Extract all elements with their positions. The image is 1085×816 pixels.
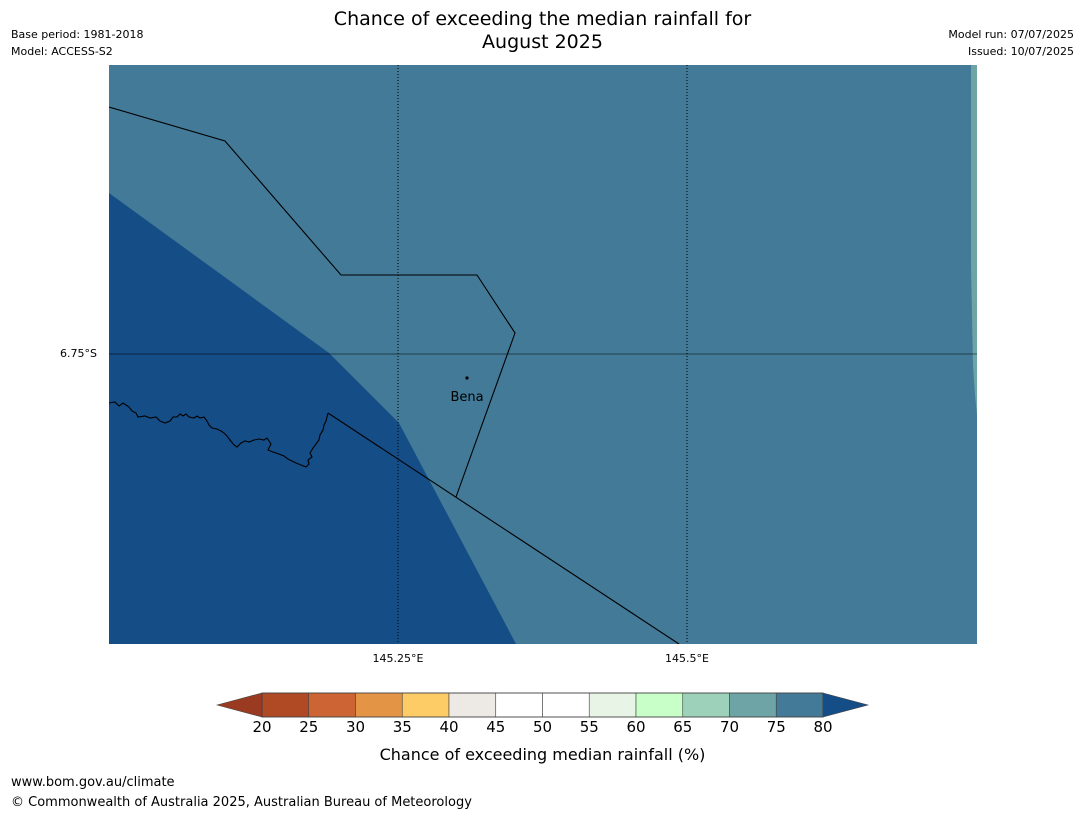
colorbar-bin-65-70 bbox=[682, 692, 730, 718]
title-line-1: Chance of exceeding the median rainfall … bbox=[333, 8, 752, 30]
colorbar-bins bbox=[261, 692, 824, 718]
probability-band-70-75 bbox=[971, 65, 977, 415]
colorbar-label: Chance of exceeding median rainfall (%) bbox=[379, 745, 706, 764]
footer-copyright: © Commonwealth of Australia 2025, Austra… bbox=[11, 795, 472, 810]
meta-left: Base period: 1981-2018 Model: ACCESS-S2 bbox=[11, 26, 143, 60]
colorbar-tick-20: 20 bbox=[252, 718, 272, 736]
colorbar-tick-labels: 20 25 30 35 40 45 50 55 60 65 70 75 80 bbox=[0, 718, 1085, 738]
colorbar-tick-25: 25 bbox=[299, 718, 319, 736]
latitude-label: 6.75°S bbox=[60, 347, 97, 360]
colorbar-bin-70-75 bbox=[729, 692, 777, 718]
title-line-2: August 2025 bbox=[482, 31, 603, 53]
colorbar-bin-40-45 bbox=[448, 692, 497, 718]
colorbar-outline bbox=[261, 692, 824, 718]
footer-url[interactable]: www.bom.gov.au/climate bbox=[11, 775, 175, 790]
province-boundary bbox=[109, 106, 516, 498]
colorbar-bin-50-55 bbox=[542, 692, 590, 718]
colorbar-tick-70: 70 bbox=[719, 718, 740, 736]
colorbar-tick-30: 30 bbox=[345, 718, 366, 736]
colorbar-tick-40: 40 bbox=[439, 718, 459, 736]
colorbar-bin-45-50 bbox=[495, 692, 543, 718]
colorbar bbox=[216, 692, 870, 718]
issued-text: Issued: 10/07/2025 bbox=[967, 45, 1074, 58]
colorbar-tick-75: 75 bbox=[766, 718, 786, 736]
map-svg: Bena bbox=[109, 65, 977, 644]
bena-marker bbox=[465, 376, 469, 380]
bena-label: Bena bbox=[450, 390, 483, 405]
colorbar-tick-35: 35 bbox=[392, 718, 412, 736]
colorbar-bin-35-40 bbox=[401, 692, 450, 718]
model-run-text: Model run: 07/07/2025 bbox=[948, 28, 1074, 41]
colorbar-tick-55: 55 bbox=[579, 718, 599, 736]
probability-band-80-plus bbox=[109, 193, 516, 644]
colorbar-bin-25-30 bbox=[308, 692, 356, 718]
colorbar-tick-50: 50 bbox=[532, 718, 553, 736]
meta-right: Model run: 07/07/2025 Issued: 10/07/2025 bbox=[948, 26, 1074, 60]
colorbar-bin-75-80 bbox=[775, 692, 824, 718]
river-line bbox=[109, 401, 329, 468]
colorbar-bin-55-60 bbox=[588, 692, 637, 718]
base-period-text: Base period: 1981-2018 bbox=[11, 28, 144, 41]
colorbar-under-arrow bbox=[216, 692, 263, 718]
colorbar-bin-20-25 bbox=[261, 692, 310, 718]
longitude-label-145-25: 145.25°E bbox=[372, 652, 424, 665]
colorbar-bin-30-35 bbox=[355, 692, 403, 718]
colorbar-tick-65: 65 bbox=[673, 718, 693, 736]
model-text: Model: ACCESS-S2 bbox=[11, 45, 113, 58]
longitude-label-145-5: 145.5°E bbox=[665, 652, 709, 665]
colorbar-bin-60-65 bbox=[635, 692, 684, 718]
colorbar-tick-45: 45 bbox=[486, 718, 506, 736]
colorbar-tick-80: 80 bbox=[813, 718, 833, 736]
chart-title: Chance of exceeding the median rainfall … bbox=[0, 8, 1085, 54]
colorbar-tick-60: 60 bbox=[626, 718, 646, 736]
colorbar-over-arrow bbox=[822, 692, 870, 718]
forecast-map[interactable]: Bena bbox=[109, 65, 977, 644]
province-boundary-south bbox=[327, 412, 680, 644]
